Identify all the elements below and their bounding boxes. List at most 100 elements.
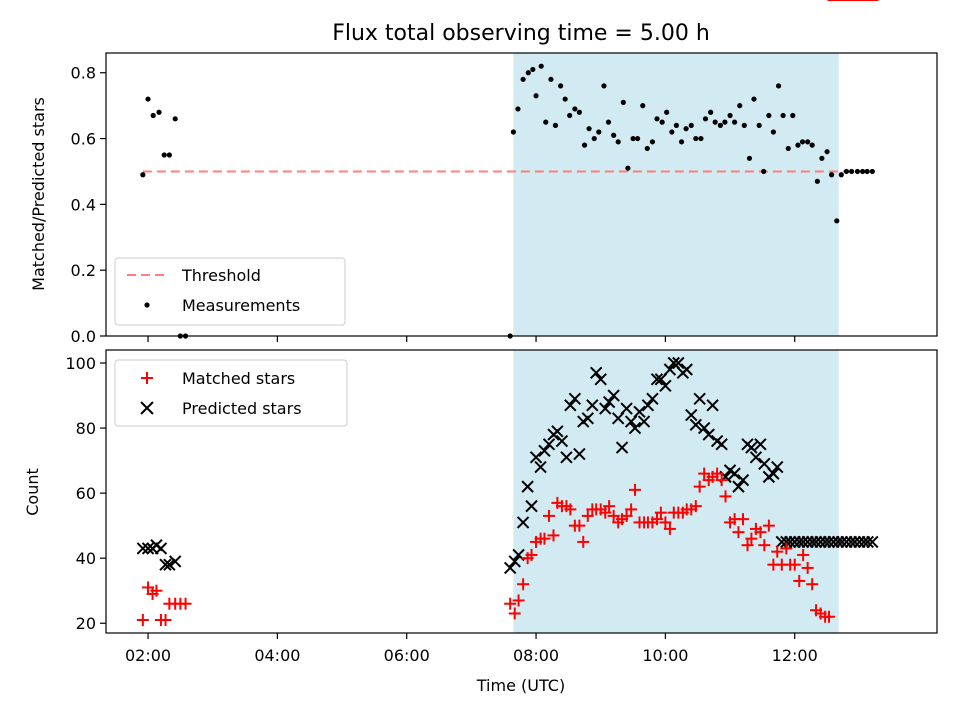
- matched-star-point: [564, 503, 577, 516]
- y-tick-label: 60: [76, 484, 96, 503]
- measurement-point: [756, 122, 762, 128]
- matched-star-point: [508, 607, 521, 620]
- predicted-star-point: [693, 392, 706, 406]
- predicted-star-point: [615, 441, 629, 454]
- predicted-star-point: [637, 415, 651, 428]
- measurement-points: [140, 63, 875, 339]
- measurement-point: [805, 139, 811, 145]
- predicted-star-point: [529, 451, 543, 464]
- predicted-star-point: [646, 392, 659, 406]
- predicted-star-point: [503, 561, 517, 575]
- matched-star-points: [136, 0, 879, 626]
- measurement-point: [669, 129, 675, 135]
- matched-star-point: [504, 597, 517, 610]
- predicted-star-point: [745, 441, 758, 454]
- matched-star-point: [806, 578, 819, 591]
- predicted-star-point: [602, 395, 616, 409]
- measurement-point: [530, 66, 536, 73]
- x-tick-label: 02:00: [125, 646, 171, 665]
- matched-star-point: [793, 574, 806, 587]
- legend-measurements-swatch: [144, 302, 150, 308]
- predicted-star-point: [848, 535, 862, 549]
- matched-star-point: [745, 532, 758, 545]
- ratio-plot-frame: [105, 52, 938, 337]
- y-tick-label: 0.2: [71, 261, 96, 280]
- predicted-star-point: [728, 467, 741, 480]
- measurement-point: [698, 135, 704, 142]
- predicted-star-point: [628, 421, 642, 435]
- matched-star-point: [628, 483, 641, 496]
- measurement-point: [576, 109, 582, 115]
- matched-star-point: [736, 513, 749, 526]
- x-tick-label: 10:00: [642, 646, 688, 665]
- predicted-star-point: [654, 373, 668, 386]
- predicted-star-point: [168, 555, 182, 568]
- predicted-star-point: [534, 460, 547, 474]
- measurement-point: [799, 139, 806, 145]
- measurement-point: [605, 119, 612, 125]
- predicted-star-point: [771, 460, 784, 474]
- ratio-y-axis-label: Matched/Predicted stars: [29, 97, 48, 291]
- measurement-point: [849, 168, 855, 175]
- matched-star-point: [732, 526, 745, 539]
- predicted-star-point: [749, 451, 763, 464]
- predicted-star-point: [159, 558, 172, 571]
- predicted-star-point: [672, 356, 685, 370]
- measurement-point: [572, 106, 578, 112]
- measurement-point: [649, 139, 656, 145]
- observing-window-span: [513, 53, 839, 336]
- measurement-point: [688, 122, 694, 128]
- predicted-star-point: [573, 447, 586, 461]
- measurement-point: [678, 139, 685, 145]
- predicted-star-point: [767, 467, 780, 480]
- predicted-star-point: [758, 457, 771, 471]
- predicted-star-point: [163, 558, 176, 571]
- measurement-point: [601, 83, 607, 89]
- matched-star-point: [159, 613, 172, 626]
- matched-star-point: [801, 561, 814, 574]
- x-tick-label: 08:00: [513, 646, 559, 665]
- measurement-point: [562, 96, 568, 102]
- measurement-point: [150, 112, 156, 119]
- measurement-point: [775, 83, 782, 89]
- matched-star-point: [136, 613, 149, 626]
- predicted-star-point: [516, 516, 530, 529]
- matched-star-point: [693, 480, 706, 493]
- predicted-star-point: [633, 405, 646, 419]
- y-tick-label: 20: [76, 614, 96, 633]
- legend-predicted-label: Predicted stars: [182, 399, 302, 418]
- measurement-point: [766, 112, 772, 119]
- predicted-star-point: [154, 542, 168, 555]
- matched-star-point: [654, 506, 667, 519]
- measurement-point: [611, 132, 617, 138]
- measurement-point: [731, 119, 738, 125]
- measurement-point: [634, 135, 641, 142]
- measurement-point: [722, 119, 728, 125]
- predicted-star-point: [685, 408, 698, 422]
- matched-star-point: [780, 542, 793, 555]
- matched-star-point: [715, 474, 728, 487]
- matched-star-point: [150, 584, 163, 597]
- measurement-point: [869, 168, 875, 175]
- legend-predicted-swatch: [140, 401, 154, 415]
- measurement-point: [717, 122, 723, 128]
- matched-star-point: [547, 529, 560, 542]
- measurement-point: [640, 103, 646, 109]
- predicted-star-point: [560, 451, 573, 464]
- ratio-legend-box: [114, 257, 346, 326]
- measurement-point: [673, 122, 679, 128]
- measurement-point: [166, 152, 172, 158]
- measurement-point: [591, 135, 597, 142]
- predicted-star-point: [796, 535, 810, 549]
- predicted-star-point: [702, 428, 715, 441]
- predicted-star-point: [599, 402, 612, 415]
- predicted-star-point: [508, 555, 521, 568]
- matched-star-point: [179, 597, 192, 610]
- matched-star-point: [599, 506, 612, 519]
- y-tick-label: 0.4: [71, 195, 96, 214]
- measurement-point: [683, 126, 689, 132]
- matched-star-point: [797, 548, 810, 561]
- measurement-point: [664, 109, 670, 115]
- measurement-point: [161, 152, 167, 158]
- measurement-point: [693, 135, 699, 142]
